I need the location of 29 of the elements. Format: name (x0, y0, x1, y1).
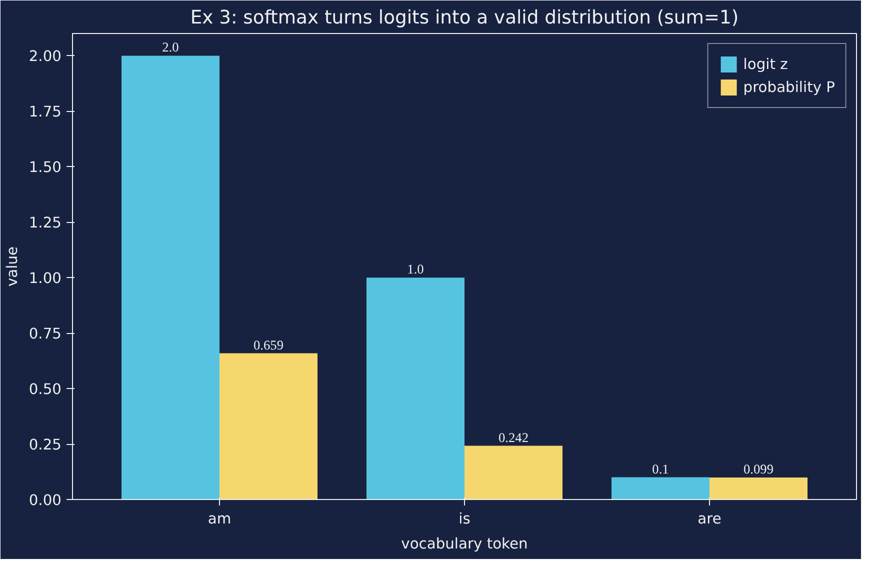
x-axis-title: vocabulary token (401, 536, 528, 552)
data-label: 1.0 (407, 262, 424, 277)
data-label: 0.099 (744, 462, 774, 477)
legend-label: probability P (743, 78, 835, 96)
y-tick-label: 0.00 (28, 492, 62, 509)
data-label: 2.0 (162, 40, 180, 55)
x-tick-label: is (458, 510, 470, 528)
data-label: 0.1 (652, 461, 669, 476)
data-label: 0.659 (254, 337, 284, 352)
legend-label: logit z (743, 56, 788, 72)
x-tick-label: am (208, 510, 232, 528)
y-tick-label: 2.00 (28, 48, 62, 66)
y-tick-label: 1.50 (28, 159, 62, 176)
y-tick-label: 0.50 (28, 381, 62, 398)
bar (612, 477, 710, 500)
y-tick-label: 0.75 (28, 326, 62, 343)
bar (464, 446, 562, 500)
chart-title: Ex 3: softmax turns logits into a valid distribution (sum=1) (190, 8, 739, 28)
y-tick-label: 1.00 (28, 270, 62, 288)
bar (220, 353, 318, 500)
y-tick-label: 0.25 (28, 436, 62, 454)
x-tick-label: are (698, 510, 722, 528)
y-tick-label: 1.25 (28, 214, 62, 232)
bar (710, 478, 808, 500)
y-tick-label: 1.75 (28, 104, 62, 121)
y-axis-title: value (4, 246, 21, 287)
data-label: 0.242 (498, 430, 529, 445)
bar (366, 278, 464, 500)
bar (122, 56, 220, 500)
